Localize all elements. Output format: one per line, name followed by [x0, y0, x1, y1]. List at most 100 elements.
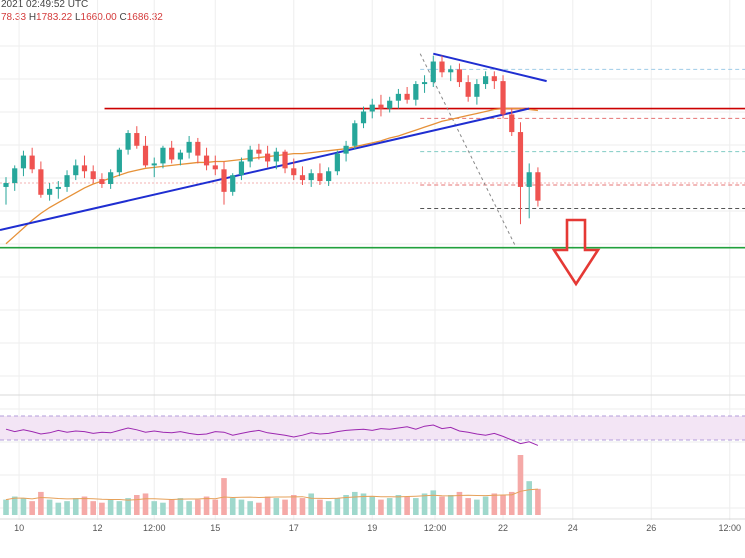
volume-bar — [160, 502, 166, 515]
volume-bar — [38, 491, 44, 515]
candle-body — [317, 173, 323, 182]
volume-bar — [465, 498, 471, 515]
x-tick-label: 12 — [93, 523, 103, 533]
x-tick-label: 12:00 — [424, 523, 447, 533]
candle-body — [395, 93, 401, 101]
descending-trendline — [433, 52, 547, 83]
candle-body — [169, 147, 175, 160]
volume-bar — [203, 496, 210, 515]
ohlc-low-label: L — [74, 12, 81, 23]
candle-body — [81, 165, 88, 172]
candle-body — [73, 165, 79, 176]
volume-bar — [343, 495, 349, 515]
candle-body — [247, 149, 253, 162]
volume-bar — [526, 481, 532, 515]
candle-body — [334, 153, 340, 172]
candle-body — [299, 175, 306, 181]
candle-body — [203, 155, 210, 166]
candle-body — [413, 84, 419, 100]
volume-bar — [238, 499, 245, 515]
candle-body — [177, 152, 183, 160]
volume-bar — [508, 491, 515, 515]
volume-bar — [395, 495, 402, 515]
candle-body — [500, 81, 506, 115]
x-tick-label: 17 — [289, 523, 299, 533]
volume-bar — [134, 495, 140, 515]
candle-body — [64, 175, 70, 187]
volume-bar — [352, 491, 358, 515]
volume-bar — [474, 499, 480, 515]
x-tick-label: 10 — [14, 523, 24, 533]
volume-bar — [360, 493, 367, 515]
candle-body — [483, 76, 489, 85]
volume-bar — [430, 490, 437, 515]
ohlc-close-label: C — [119, 12, 127, 23]
volume-bar — [273, 498, 280, 515]
candle-body — [343, 145, 349, 154]
volume-bar — [229, 498, 236, 515]
candle-body — [47, 188, 53, 195]
x-tick-label: 12:00 — [143, 523, 166, 533]
volume-bar — [290, 495, 297, 515]
volume-bar — [107, 499, 114, 515]
volume-bar — [264, 496, 271, 515]
volume-bar — [535, 488, 541, 515]
candle-body — [526, 172, 532, 187]
volume-bar — [308, 493, 314, 515]
volume-bar — [46, 499, 53, 515]
candle-body — [378, 104, 384, 109]
volume-bar — [212, 499, 219, 515]
volume-bar — [116, 501, 123, 515]
candle-body — [12, 168, 18, 184]
volume-bar — [439, 496, 445, 515]
candle-body — [535, 172, 541, 201]
candle-body — [108, 172, 114, 184]
volume-bar — [500, 495, 506, 515]
candle-body — [291, 168, 297, 176]
candle-body — [55, 186, 61, 189]
volume-bar — [491, 493, 498, 515]
volume-bar — [99, 502, 105, 515]
ohlc-high: 1783.22 — [36, 12, 73, 23]
volume-bar — [482, 496, 489, 515]
x-tick-label: 24 — [568, 523, 578, 533]
candle-body — [142, 145, 149, 166]
volume-bar — [186, 501, 192, 515]
volume-bar — [151, 501, 158, 515]
volume-bar — [125, 498, 131, 515]
candle-body — [404, 93, 410, 100]
ohlc-low: 1660.00 — [80, 12, 117, 23]
volume-bar — [29, 501, 35, 515]
price-levels — [0, 53, 745, 249]
candle-body — [448, 69, 454, 73]
volume-bar — [90, 501, 96, 515]
candle-body — [387, 100, 393, 109]
candle-body — [125, 133, 131, 150]
candle-body — [212, 165, 218, 170]
candle-body — [456, 69, 463, 83]
volume-bar — [142, 493, 149, 515]
volume-bar — [447, 495, 454, 515]
candle-body — [20, 155, 27, 169]
candle-body — [509, 114, 515, 133]
down-arrow-icon — [551, 218, 601, 287]
candle-body — [134, 133, 140, 146]
candle-body — [186, 141, 192, 153]
volume-bar — [177, 498, 184, 515]
x-tick-label: 22 — [498, 523, 508, 533]
candle-body — [160, 147, 166, 164]
candle-body — [256, 149, 262, 154]
candle-body — [282, 151, 288, 169]
volume-bar — [299, 498, 306, 515]
volume-bar — [325, 501, 332, 515]
candle-body — [465, 82, 471, 97]
candle-body — [430, 61, 436, 83]
x-tick-label: 12:00 — [718, 523, 741, 533]
candle-body — [308, 173, 314, 181]
chart-time: 2021 02:49:52 UTC — [1, 0, 89, 10]
candle-body — [369, 104, 375, 112]
volume-bar — [413, 498, 419, 515]
moving-average-line — [5, 107, 538, 245]
annotations — [551, 218, 601, 287]
